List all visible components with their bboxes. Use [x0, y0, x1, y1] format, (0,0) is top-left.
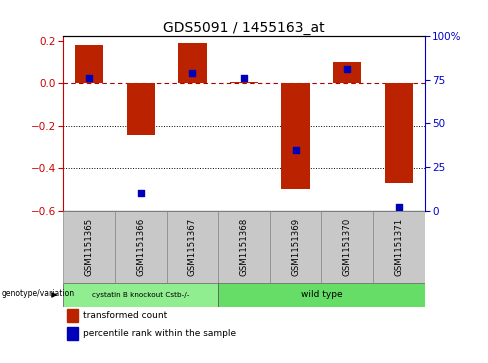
Point — [137, 190, 145, 196]
Text: percentile rank within the sample: percentile rank within the sample — [83, 330, 236, 338]
Bar — [75, 45, 103, 83]
Bar — [115, 211, 166, 283]
Bar — [127, 83, 155, 135]
Text: GSM1151371: GSM1151371 — [394, 218, 403, 276]
Bar — [218, 211, 270, 283]
Point — [240, 75, 248, 81]
Text: GSM1151369: GSM1151369 — [291, 218, 300, 276]
Bar — [63, 211, 115, 283]
Bar — [373, 211, 425, 283]
Bar — [178, 43, 206, 83]
Bar — [67, 327, 78, 340]
Text: genotype/variation: genotype/variation — [2, 289, 75, 298]
Bar — [333, 62, 362, 83]
Text: GSM1151366: GSM1151366 — [136, 218, 145, 276]
Point — [292, 147, 300, 152]
Bar — [218, 283, 425, 307]
Text: GSM1151368: GSM1151368 — [240, 218, 248, 276]
Bar — [166, 211, 218, 283]
Bar — [385, 83, 413, 183]
Bar — [63, 283, 218, 307]
Text: GSM1151365: GSM1151365 — [85, 218, 94, 276]
Bar — [322, 211, 373, 283]
Bar — [230, 82, 258, 83]
Bar — [270, 211, 322, 283]
Text: transformed count: transformed count — [83, 311, 167, 320]
Title: GDS5091 / 1455163_at: GDS5091 / 1455163_at — [163, 21, 325, 35]
Text: cystatin B knockout Cstb-/-: cystatin B knockout Cstb-/- — [92, 292, 189, 298]
Point — [395, 204, 403, 210]
Text: GSM1151370: GSM1151370 — [343, 218, 352, 276]
Text: GSM1151367: GSM1151367 — [188, 218, 197, 276]
Bar — [282, 83, 310, 189]
Point — [85, 75, 93, 81]
Text: wild type: wild type — [301, 290, 342, 299]
Bar — [67, 309, 78, 322]
Point — [343, 66, 351, 72]
Point — [188, 70, 196, 76]
